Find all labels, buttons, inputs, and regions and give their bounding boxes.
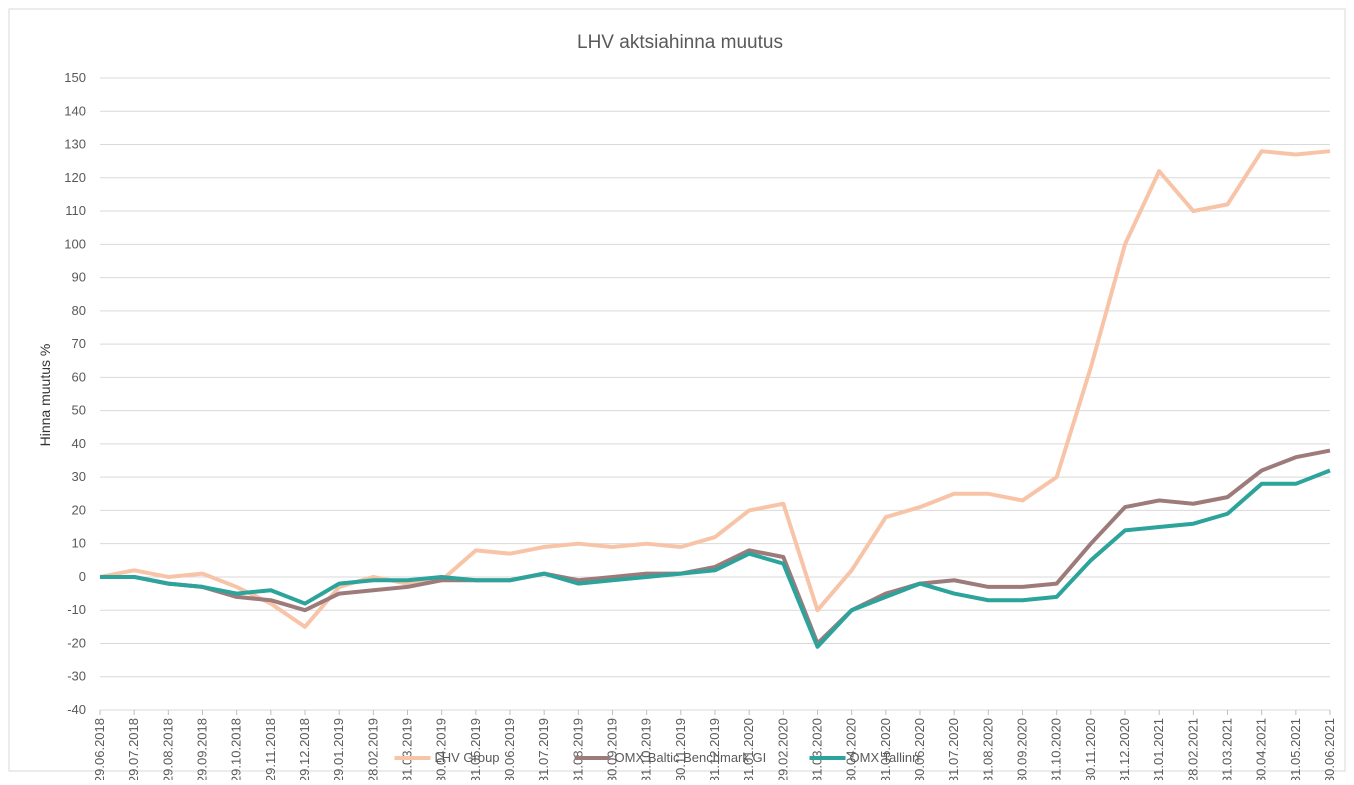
x-tick-label: 31.07.2020 bbox=[946, 718, 961, 780]
x-tick-label: 30.06.2021 bbox=[1322, 718, 1337, 780]
x-tick-label: 29.06.2018 bbox=[92, 718, 107, 780]
x-tick-label: 28.02.2019 bbox=[365, 718, 380, 780]
x-tick-label: 30.09.2020 bbox=[1015, 718, 1030, 780]
x-tick-label: 30.09.2019 bbox=[605, 718, 620, 780]
x-tick-label: 29.12.2018 bbox=[297, 718, 312, 780]
x-tick-label: 31.01.2021 bbox=[1151, 718, 1166, 780]
y-tick-label: -10 bbox=[67, 602, 86, 617]
x-tick-label: 29.01.2019 bbox=[331, 718, 346, 780]
y-tick-label: 130 bbox=[64, 137, 86, 152]
x-tick-label: 28.02.2021 bbox=[1185, 718, 1200, 780]
x-tick-label: 31.10.2019 bbox=[639, 718, 654, 780]
x-tick-label: 29.11.2018 bbox=[263, 718, 278, 780]
chart-frame bbox=[8, 8, 1346, 772]
y-tick-label: 10 bbox=[72, 536, 86, 551]
line-series bbox=[99, 149, 1331, 629]
x-tick-label: 31.08.2020 bbox=[980, 718, 995, 780]
y-tick-label: 20 bbox=[72, 502, 86, 517]
x-tick-label: 30.04.2020 bbox=[844, 718, 859, 780]
y-tick-label: 60 bbox=[72, 369, 86, 384]
y-tick-label: 40 bbox=[72, 436, 86, 451]
x-tick-label: 31.10.2020 bbox=[1049, 718, 1064, 780]
x-tick-label: 31.03.2021 bbox=[1220, 718, 1235, 780]
x-tick-label: 30.06.2019 bbox=[502, 718, 517, 780]
line-series bbox=[100, 468, 1331, 649]
y-tick-label: 80 bbox=[72, 303, 86, 318]
x-tick-label: 31.05.2021 bbox=[1288, 718, 1303, 780]
y-tick-label: 150 bbox=[64, 70, 86, 85]
x-tick-label: 29.02.2020 bbox=[775, 718, 790, 780]
legend-label: LHV Group bbox=[435, 750, 500, 765]
x-tick-label: 31.03.2019 bbox=[400, 718, 415, 780]
y-tick-label: 100 bbox=[64, 236, 86, 251]
x-tick-label: 31.12.2020 bbox=[1117, 718, 1132, 780]
y-axis-label: Hinna muutus % bbox=[37, 344, 53, 447]
y-tick-label: 140 bbox=[64, 103, 86, 118]
chart-title: LHV aktsiahinna muutus bbox=[577, 32, 783, 53]
x-tick-label: 29.07.2018 bbox=[126, 718, 141, 780]
x-tick-label: 30.11.2020 bbox=[1083, 718, 1098, 780]
y-tick-label: 30 bbox=[72, 469, 86, 484]
x-tick-label: 30.06.2020 bbox=[912, 718, 927, 780]
y-tick-label: -20 bbox=[67, 635, 86, 650]
x-tick-label: 31.07.2019 bbox=[536, 718, 551, 780]
x-tick-label: 29.10.2018 bbox=[229, 718, 244, 780]
y-tick-label: 120 bbox=[64, 170, 86, 185]
x-tick-label: 30.11.2019 bbox=[673, 718, 688, 780]
line-series bbox=[100, 448, 1331, 646]
y-tick-label: 0 bbox=[79, 569, 86, 584]
legend-label: OMX Baltic Benchmark GI bbox=[615, 750, 767, 765]
y-tick-label: 70 bbox=[72, 336, 86, 351]
x-tick-label: 31.03.2020 bbox=[810, 718, 825, 780]
x-tick-label: 29.09.2018 bbox=[195, 718, 210, 780]
legend-label: OMX Tallinn bbox=[850, 750, 920, 765]
x-tick-label: 29.08.2018 bbox=[160, 718, 175, 780]
x-tick-label: 31.05.2019 bbox=[468, 718, 483, 780]
x-tick-label: 30.04.2019 bbox=[434, 718, 449, 780]
x-tick-label: 31.05.2020 bbox=[878, 718, 893, 780]
x-tick-label: 31.08.2019 bbox=[570, 718, 585, 780]
x-tick-label: 30.04.2021 bbox=[1254, 718, 1269, 780]
y-tick-label: 90 bbox=[72, 270, 86, 285]
y-tick-label: 50 bbox=[72, 403, 86, 418]
x-tick-label: 31.01.2020 bbox=[741, 718, 756, 780]
x-tick-label: 31.12.2019 bbox=[707, 718, 722, 780]
y-tick-label: 110 bbox=[65, 203, 86, 218]
y-tick-label: -40 bbox=[67, 702, 86, 717]
y-tick-label: -30 bbox=[67, 669, 86, 684]
